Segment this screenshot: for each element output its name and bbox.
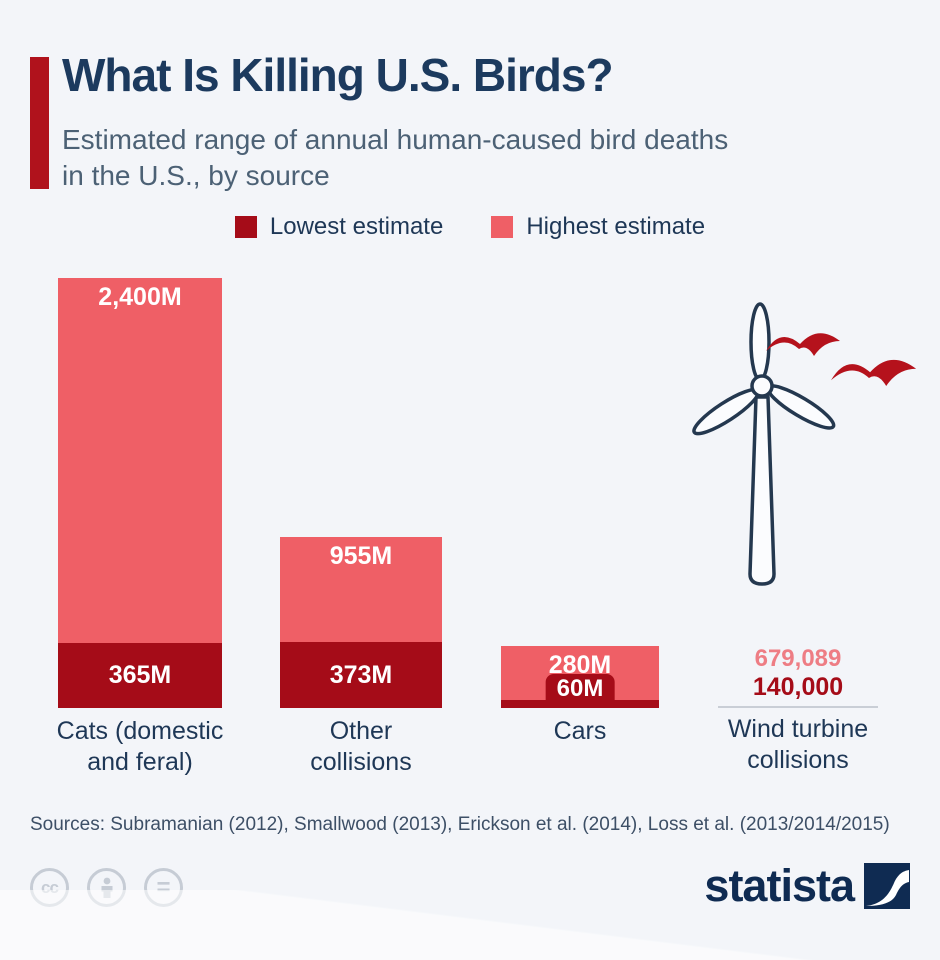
legend-swatch-lowest: [234, 216, 257, 238]
wind-turbine-values: 679,089 140,000 Wind turbine collisions: [718, 645, 878, 774]
bar-cats-lowest-value: 365M: [108, 661, 172, 689]
bar-cats-highest-segment: 2,400M: [58, 278, 222, 643]
statista-logo[interactable]: statista: [704, 860, 910, 912]
category-label-other-collisions: Other collisions: [310, 717, 412, 776]
bar-cars-lowest-value-badge: 60M: [545, 674, 615, 705]
legend: Lowest estimate Highest estimate: [0, 213, 940, 241]
page-subtitle: Estimated range of annual human-caused b…: [62, 124, 729, 191]
title-accent-bar: [30, 57, 49, 189]
wind-turbine-illustration: [692, 302, 917, 586]
category-label-cars: Cars: [553, 717, 607, 745]
bar-other-highest-value: 955M: [329, 542, 393, 570]
legend-item-highest: Highest estimate: [491, 213, 705, 241]
wind-turbine-highest-value: 679,089: [754, 645, 842, 672]
bar-other-lowest-value: 373M: [329, 660, 393, 689]
license-icons: cc =: [30, 868, 183, 907]
page-title: What Is Killing U.S. Birds?: [62, 49, 614, 101]
red-birds-icon: [766, 333, 917, 387]
bar-cats: 2,400M 365M Cats (domestic and feral): [57, 278, 223, 776]
statista-logo-icon: [864, 863, 910, 909]
bar-other-highest-segment: 955M: [280, 537, 442, 642]
bar-other-lowest-segment: 373M: [280, 642, 442, 708]
category-label-cats: Cats (domestic and feral): [56, 717, 224, 776]
equals-icon[interactable]: =: [144, 868, 183, 907]
wind-turbine-icon: [692, 302, 836, 586]
category-label-wind-turbine: Wind turbine collisions: [727, 715, 869, 774]
legend-item-lowest: Lowest estimate: [234, 213, 444, 241]
sources-text: Sources: Subramanian (2012), Smallwood (…: [30, 814, 890, 835]
wind-turbine-lowest-value: 140,000: [752, 673, 844, 701]
bar-other-collisions: 955M 373M Other collisions: [280, 537, 442, 776]
bar-chart: 2,400M 365M Cats (domestic and feral) 95…: [57, 278, 878, 776]
legend-label-highest: Highest estimate: [526, 213, 706, 240]
bar-cars: 280M 60M Cars: [501, 646, 659, 745]
legend-swatch-highest: [491, 216, 514, 238]
bar-cats-lowest-segment: 365M: [58, 643, 222, 708]
legend-label-lowest: Lowest estimate: [269, 213, 444, 240]
statista-wordmark: statista: [704, 860, 855, 911]
bar-cats-highest-value: 2,400M: [98, 283, 182, 311]
attribution-person-icon[interactable]: [87, 868, 126, 907]
cc-icon[interactable]: cc: [30, 868, 69, 907]
